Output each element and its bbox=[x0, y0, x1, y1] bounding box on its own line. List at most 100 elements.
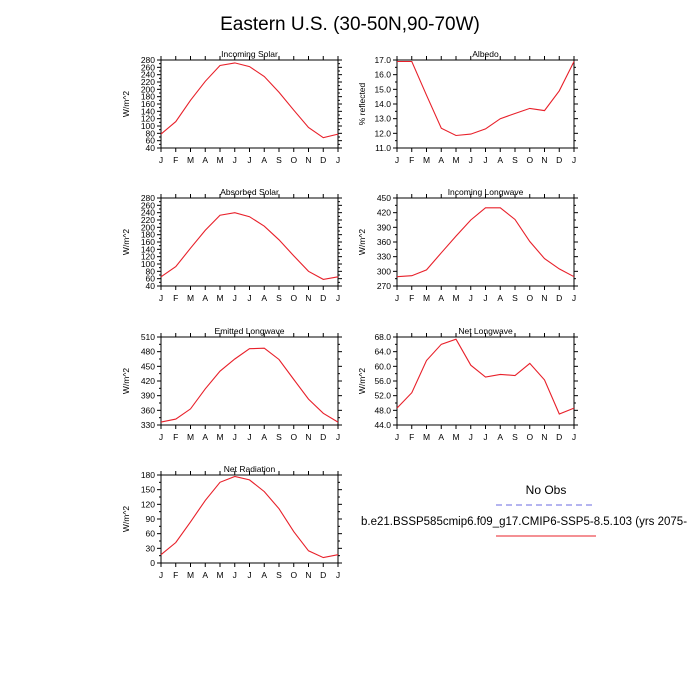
y-tick-label: 420 bbox=[141, 376, 155, 386]
x-tick-label: S bbox=[512, 155, 518, 165]
y-tick-label: 80 bbox=[146, 128, 156, 138]
y-tick-label: 120 bbox=[141, 499, 155, 509]
x-tick-label: D bbox=[320, 432, 326, 442]
x-tick-label: J bbox=[247, 570, 251, 580]
y-axis-label: W/m^2 bbox=[121, 506, 131, 532]
panels: Incoming SolarW/m^2406080100120140160180… bbox=[121, 49, 578, 580]
y-tick-label: 80 bbox=[146, 266, 156, 276]
x-tick-label: A bbox=[438, 432, 444, 442]
x-tick-label: J bbox=[336, 570, 340, 580]
x-tick-label: F bbox=[173, 155, 178, 165]
x-tick-label: A bbox=[202, 570, 208, 580]
y-tick-label: 64.0 bbox=[374, 347, 391, 357]
x-tick-label: M bbox=[423, 155, 430, 165]
y-tick-label: 360 bbox=[141, 405, 155, 415]
x-tick-label: D bbox=[320, 155, 326, 165]
x-tick-label: N bbox=[541, 432, 547, 442]
x-tick-label: S bbox=[276, 155, 282, 165]
x-tick-label: J bbox=[483, 432, 487, 442]
x-tick-label: J bbox=[395, 432, 399, 442]
x-tick-label: N bbox=[305, 570, 311, 580]
x-tick-label: J bbox=[572, 432, 576, 442]
chart-panel-2: Albedo % reflected 11.0 12.0 13.0 14.0 15.0 16.… bbox=[357, 49, 578, 165]
chart-panel-1: Incoming Solar W/m^2 406080100120140160180… bbox=[121, 49, 342, 165]
y-tick-label: 300 bbox=[377, 266, 391, 276]
y-tick-label: 56.0 bbox=[374, 376, 391, 386]
x-tick-label: J bbox=[483, 293, 487, 303]
y-tick-label: 12.0 bbox=[374, 128, 391, 138]
x-tick-label: S bbox=[276, 293, 282, 303]
y-tick-label: 390 bbox=[141, 391, 155, 401]
y-tick-label: 60 bbox=[146, 274, 156, 284]
y-axis-label: W/m^2 bbox=[121, 229, 131, 255]
x-tick-label: M bbox=[187, 432, 194, 442]
y-tick-label: 240 bbox=[141, 70, 155, 80]
y-tick-label: 510 bbox=[141, 332, 155, 342]
series-line bbox=[160, 212, 339, 280]
legend: No Obs b.e21.BSSP585cmip6.f09_g17.CMIP6-… bbox=[361, 483, 687, 537]
y-tick-label: 14.0 bbox=[374, 99, 391, 109]
x-tick-label: A bbox=[261, 155, 267, 165]
y-tick-label: 150 bbox=[141, 485, 155, 495]
y-tick-label: 68.0 bbox=[374, 332, 391, 342]
x-tick-label: J bbox=[336, 432, 340, 442]
x-tick-label: J bbox=[233, 570, 237, 580]
y-tick-label: 16.0 bbox=[374, 70, 391, 80]
y-tick-label: 52.0 bbox=[374, 391, 391, 401]
x-tick-label: M bbox=[216, 155, 223, 165]
y-tick-label: 180 bbox=[141, 470, 155, 480]
x-tick-label: M bbox=[452, 155, 459, 165]
y-tick-label: 140 bbox=[141, 244, 155, 254]
x-tick-label: O bbox=[290, 432, 297, 442]
y-tick-label: 60 bbox=[146, 136, 156, 146]
x-tick-label: M bbox=[452, 293, 459, 303]
legend-model-label: b.e21.BSSP585cmip6.f09_g17.CMIP6-SSP5-8.… bbox=[361, 516, 687, 528]
x-tick-label: D bbox=[556, 155, 562, 165]
x-tick-label: D bbox=[320, 293, 326, 303]
x-tick-label: J bbox=[395, 293, 399, 303]
y-tick-label: 15.0 bbox=[374, 84, 391, 94]
y-tick-label: 180 bbox=[141, 92, 155, 102]
y-tick-label: 390 bbox=[377, 222, 391, 232]
x-tick-label: J bbox=[247, 293, 251, 303]
y-tick-label: 240 bbox=[141, 208, 155, 218]
x-tick-label: F bbox=[409, 155, 414, 165]
x-tick-label: A bbox=[261, 293, 267, 303]
y-tick-label: 220 bbox=[141, 77, 155, 87]
x-tick-label: J bbox=[336, 293, 340, 303]
x-tick-label: M bbox=[187, 155, 194, 165]
chart-panel-6: Net Longwave W/m^2 44.0 48.0 52.0 56.0 60.0 64.… bbox=[357, 326, 578, 442]
x-tick-label: J bbox=[247, 432, 251, 442]
y-tick-label: 260 bbox=[141, 62, 155, 72]
chart-title: Net Longwave bbox=[458, 326, 513, 336]
y-tick-label: 48.0 bbox=[374, 405, 391, 415]
x-tick-label: A bbox=[202, 432, 208, 442]
x-tick-label: A bbox=[261, 570, 267, 580]
y-tick-label: 330 bbox=[141, 420, 155, 430]
y-tick-label: 120 bbox=[141, 114, 155, 124]
x-tick-label: M bbox=[187, 293, 194, 303]
chart-panel-4: Incoming Longwave W/m^2 270 300 330 360 390 420… bbox=[357, 187, 578, 303]
x-tick-label: J bbox=[469, 293, 473, 303]
y-axis-label: W/m^2 bbox=[357, 229, 367, 255]
x-tick-label: N bbox=[305, 293, 311, 303]
x-tick-label: J bbox=[469, 155, 473, 165]
y-tick-label: 480 bbox=[141, 347, 155, 357]
series-line bbox=[397, 60, 575, 137]
x-tick-label: O bbox=[290, 570, 297, 580]
x-tick-label: F bbox=[173, 293, 178, 303]
x-tick-label: J bbox=[159, 570, 163, 580]
y-tick-label: 160 bbox=[141, 237, 155, 247]
x-tick-label: M bbox=[452, 432, 459, 442]
x-tick-label: O bbox=[526, 432, 533, 442]
plot-frame bbox=[396, 59, 575, 149]
chart-panel-5: Emitted Longwave W/m^2 330 360 390 420 450 480 5… bbox=[121, 326, 342, 442]
x-tick-label: S bbox=[276, 432, 282, 442]
y-tick-label: 160 bbox=[141, 99, 155, 109]
series-line bbox=[160, 475, 339, 559]
x-tick-label: M bbox=[423, 432, 430, 442]
y-tick-label: 260 bbox=[141, 200, 155, 210]
y-tick-label: 280 bbox=[141, 55, 155, 65]
chart-title: Absorbed Solar bbox=[220, 187, 279, 197]
x-tick-label: N bbox=[541, 293, 547, 303]
